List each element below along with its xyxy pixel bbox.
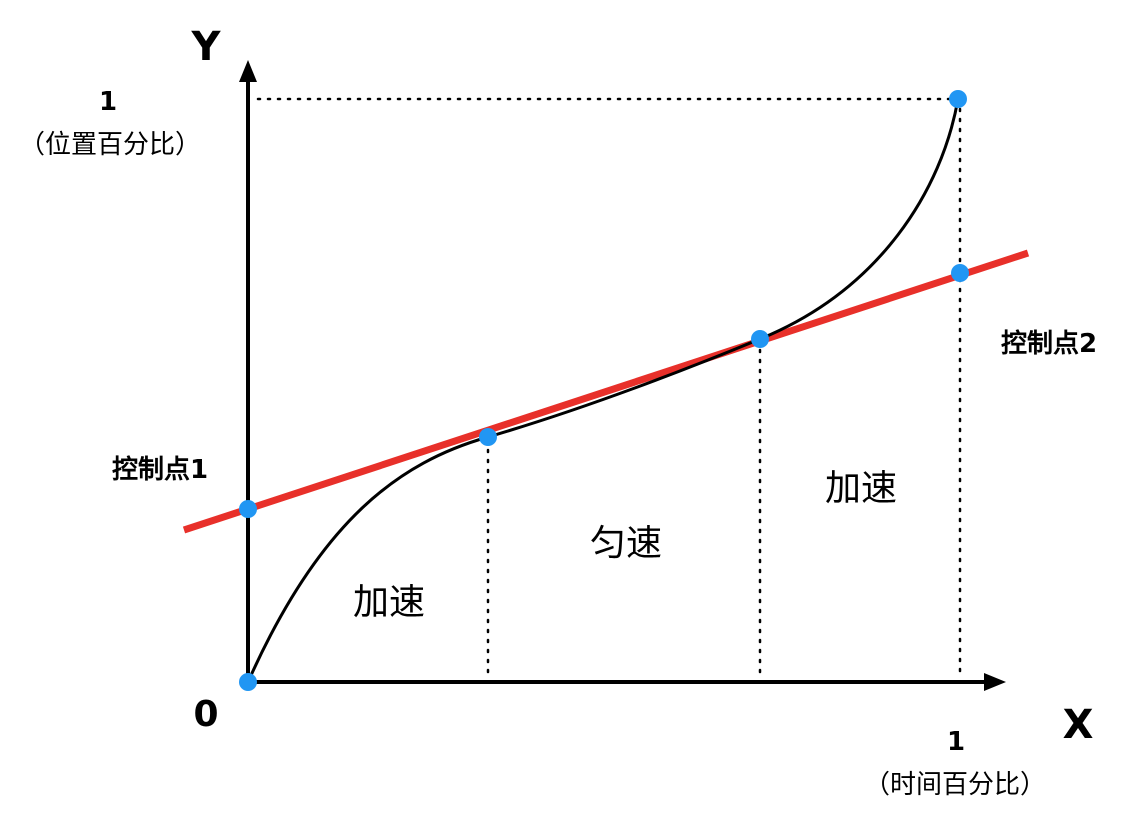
x-unit-label: （时间百分比） [864,770,1046,800]
region-label-accelerate-end: 加速 [825,468,897,509]
origin-label: 0 [193,694,218,735]
y-unit-label: （位置百分比） [19,130,201,160]
x-axis-letter: X [1063,702,1094,748]
x-axis-arrow-icon [984,673,1006,691]
control-point-2 [951,264,969,282]
control-point-2-label: 控制点2 [1001,328,1097,359]
region-label-uniform: 匀速 [590,523,662,564]
y-tick-one: 1 [99,87,117,117]
point-end [949,90,967,108]
point-origin [239,673,257,691]
point-second-tangent [751,330,769,348]
control-point-1-label: 控制点1 [112,454,208,485]
point-first-tangent [479,428,497,446]
y-axis-letter: Y [191,24,222,70]
x-tick-one: 1 [947,727,965,757]
tangent-line [182,249,1030,534]
control-point-1 [239,500,257,518]
region-label-accelerate-start: 加速 [353,582,425,623]
easing-curve [246,98,960,683]
y-axis-arrow-icon [239,60,257,82]
